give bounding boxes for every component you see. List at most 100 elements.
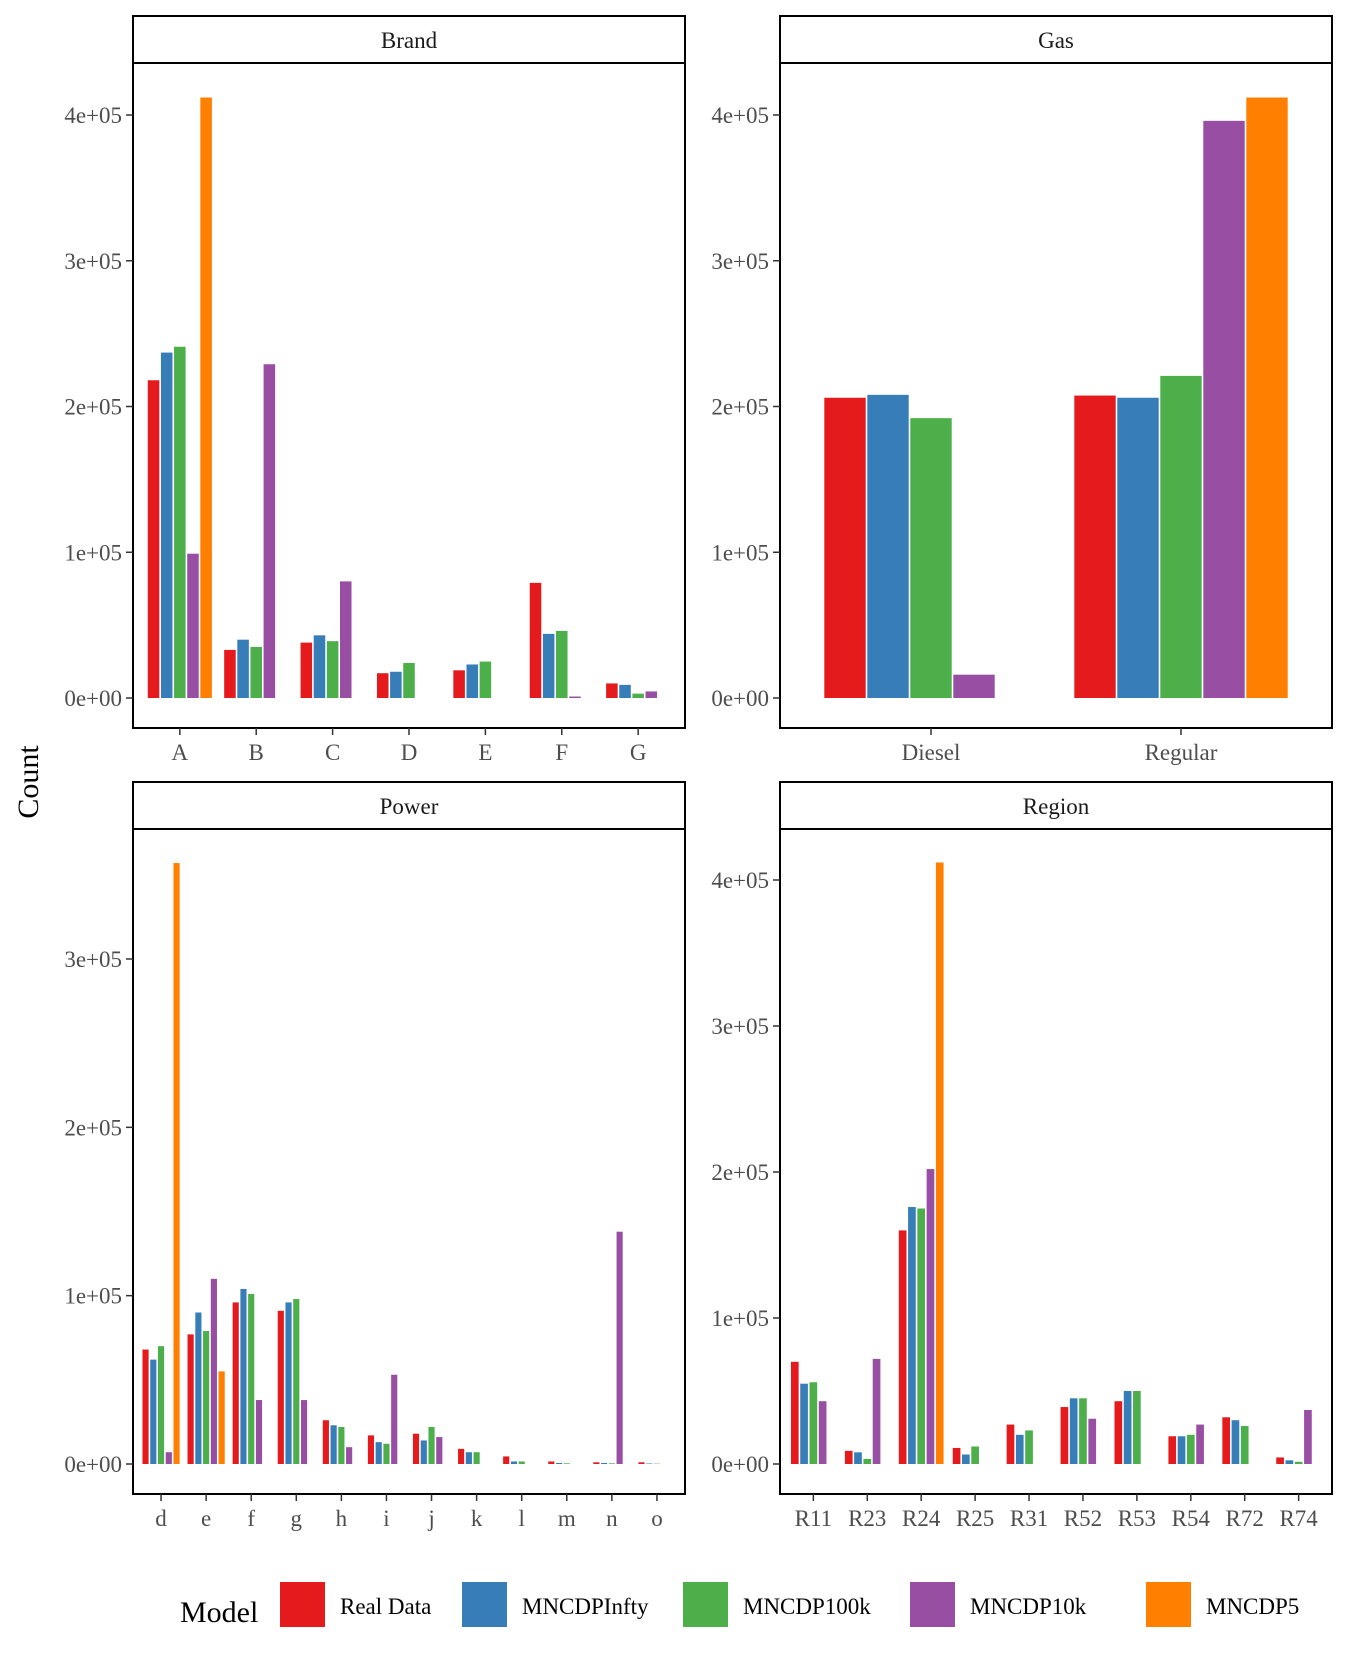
bar-power-l-mncdpinfty xyxy=(510,1461,518,1464)
bar-power-k-mncdpinfty xyxy=(465,1452,472,1464)
bar-power-j-mncdpinfty xyxy=(420,1440,427,1464)
bar-region-r74-mncdp10k xyxy=(1304,1409,1312,1464)
bar-power-h-mncdp100k xyxy=(338,1426,345,1464)
x-tick-label-gas-regular: Regular xyxy=(1145,740,1218,765)
bar-region-r11-mncdp10k xyxy=(818,1401,827,1464)
x-tick-label-power-m: m xyxy=(558,1506,576,1531)
bar-region-r31-mncdp100k xyxy=(1025,1430,1033,1464)
bar-brand-f-mncdp100k xyxy=(556,630,568,698)
strip-label-region: Region xyxy=(1023,794,1090,819)
x-tick-label-brand-a: A xyxy=(172,740,189,765)
x-tick-label-brand-f: F xyxy=(555,740,568,765)
x-tick-label-power-l: l xyxy=(519,1506,525,1531)
bar-brand-b-mncdp100k xyxy=(250,646,262,698)
x-tick-label-power-j: j xyxy=(427,1506,434,1531)
bar-brand-e-mncdp100k xyxy=(479,661,492,698)
panels: Brand 0e+00 1e+05 2e+05 3e+05 4e+05 A B C D E F G Gas… xyxy=(64,15,1333,1531)
bar-region-r24-mncdp10k xyxy=(926,1169,935,1464)
bar-region-r24-mncdp5 xyxy=(935,862,944,1464)
x-tick-label-brand-d: D xyxy=(401,740,418,765)
strip-region xyxy=(779,781,1333,830)
x-tick-label-power-h: h xyxy=(336,1506,348,1531)
bar-brand-c-mncdp10k xyxy=(339,581,352,698)
x-tick-label-region-r31: R31 xyxy=(1010,1506,1048,1531)
y-tick-label-region: 2e+05 xyxy=(711,1160,769,1185)
bar-power-e-mncdp5 xyxy=(218,1371,225,1464)
x-tick-label-gas-diesel: Diesel xyxy=(902,740,961,765)
bar-brand-a-mncdp5 xyxy=(200,97,212,698)
bar-brand-d-real-data xyxy=(376,673,389,698)
bar-power-m-mncdpinfty xyxy=(555,1462,563,1464)
bar-power-e-mncdpinfty xyxy=(195,1312,202,1464)
strip-label-brand: Brand xyxy=(381,28,438,53)
legend-swatch-mncdp5 xyxy=(1146,1582,1191,1627)
bar-brand-a-mncdpinfty xyxy=(160,352,173,698)
bar-region-r23-mncdpinfty xyxy=(854,1452,862,1464)
bar-power-n-mncdpinfty xyxy=(601,1462,608,1464)
bar-region-r54-mncdp100k xyxy=(1186,1434,1195,1464)
bar-region-r74-mncdp100k xyxy=(1294,1461,1303,1464)
bar-gas-diesel-mncdpinfty xyxy=(867,394,909,698)
x-tick-label-region-r24: R24 xyxy=(902,1506,941,1531)
bar-region-r54-mncdp10k xyxy=(1196,1424,1204,1464)
bar-region-r52-mncdp10k xyxy=(1088,1418,1097,1464)
bar-power-n-mncdp100k xyxy=(608,1463,615,1464)
bar-power-e-mncdp100k xyxy=(203,1331,210,1464)
x-tick-label-brand-e: E xyxy=(478,740,492,765)
bar-brand-b-mncdp10k xyxy=(263,364,276,698)
bar-region-r53-real-data xyxy=(1114,1401,1123,1464)
bar-region-r11-mncdpinfty xyxy=(800,1383,808,1464)
bar-region-r52-mncdp100k xyxy=(1079,1398,1087,1464)
bar-region-r53-mncdpinfty xyxy=(1123,1391,1132,1464)
legend-label-mncdp10k: MNCDP10k xyxy=(970,1594,1087,1619)
bar-brand-f-real-data xyxy=(529,582,542,698)
bar-power-l-mncdp100k xyxy=(518,1461,525,1464)
panel-border-gas xyxy=(779,62,1333,729)
bar-brand-b-real-data xyxy=(224,649,236,698)
x-tick-label-brand-b: B xyxy=(249,740,264,765)
bar-region-r72-mncdp100k xyxy=(1240,1426,1249,1464)
strip-brand xyxy=(132,15,686,64)
legend-label-mncdpinfty: MNCDPInfty xyxy=(522,1594,649,1619)
legend: Model Real Data MNCDPInfty MNCDP100k MNCDP1… xyxy=(180,1582,1299,1629)
panel-gas: Gas 0e+00 1e+05 2e+05 3e+05 4e+05 Diesel Regula… xyxy=(711,15,1333,765)
x-tick-label-brand-g: G xyxy=(630,740,647,765)
y-tick-label-power: 0e+00 xyxy=(64,1452,122,1477)
legend-swatch-mncdp10k xyxy=(910,1582,955,1627)
bar-brand-a-mncdp10k xyxy=(187,553,199,698)
bar-region-r54-mncdpinfty xyxy=(1177,1436,1186,1464)
y-tick-label-brand: 4e+05 xyxy=(64,103,122,128)
y-tick-label-region: 1e+05 xyxy=(711,1306,769,1331)
y-tick-label-gas: 2e+05 xyxy=(711,395,769,420)
bar-brand-c-mncdpinfty xyxy=(313,635,326,698)
bar-brand-c-mncdp100k xyxy=(326,641,339,698)
y-tick-label-region: 3e+05 xyxy=(711,1014,769,1039)
bar-brand-e-real-data xyxy=(453,670,465,698)
x-tick-label-region-r23: R23 xyxy=(848,1506,886,1531)
panel-border-region xyxy=(779,828,1333,1495)
legend-title: Model xyxy=(180,1596,258,1629)
legend-label-mncdp5: MNCDP5 xyxy=(1206,1594,1299,1619)
bar-power-k-mncdp100k xyxy=(473,1452,480,1464)
bar-power-i-real-data xyxy=(367,1435,375,1464)
x-tick-label-region-r11: R11 xyxy=(795,1506,833,1531)
bar-brand-g-mncdpinfty xyxy=(619,684,631,698)
x-tick-label-region-r72: R72 xyxy=(1226,1506,1264,1531)
bar-gas-regular-mncdp10k xyxy=(1203,120,1245,698)
x-tick-label-region-r52: R52 xyxy=(1064,1506,1102,1531)
x-tick-label-power-g: g xyxy=(291,1506,303,1531)
x-tick-label-region-r74: R74 xyxy=(1279,1506,1318,1531)
y-tick-label-power: 1e+05 xyxy=(64,1284,122,1309)
legend-swatch-mncdp100k xyxy=(683,1582,728,1627)
bar-power-f-mncdpinfty xyxy=(240,1288,247,1464)
bar-power-i-mncdp10k xyxy=(391,1374,398,1464)
panel-brand: Brand 0e+00 1e+05 2e+05 3e+05 4e+05 A B C D E F G xyxy=(64,15,686,765)
x-tick-label-power-f: f xyxy=(247,1506,255,1531)
bar-region-r24-mncdp100k xyxy=(917,1208,926,1464)
bar-brand-f-mncdpinfty xyxy=(542,633,555,698)
strip-label-gas: Gas xyxy=(1038,28,1074,53)
bar-region-r25-real-data xyxy=(952,1447,961,1464)
y-tick-label-gas: 0e+00 xyxy=(711,686,769,711)
bar-region-r72-real-data xyxy=(1222,1417,1231,1464)
bar-region-r25-mncdp100k xyxy=(971,1446,979,1464)
